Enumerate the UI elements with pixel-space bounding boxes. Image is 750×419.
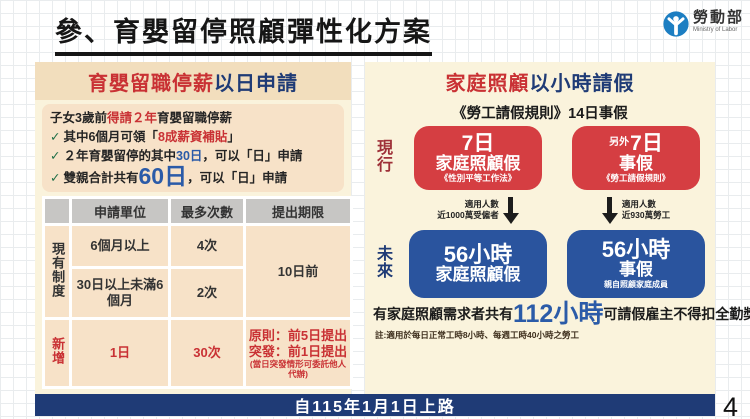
personal-leave-condition: 親自照顧家庭成員 — [604, 280, 668, 290]
bullet1-a: 其中6個月可領「 — [63, 129, 158, 144]
future-label: 未來 — [374, 244, 391, 279]
right-panel-header: 家庭照顧以小時請假 — [365, 62, 715, 100]
table-header-deadline: 提出期限 — [246, 199, 350, 224]
personal-leave-hours: 56小時 — [601, 237, 671, 263]
table-header-blank — [45, 199, 69, 224]
left-header-rest: 以日申請 — [214, 73, 298, 95]
table-header-unit: 申請單位 — [72, 199, 168, 224]
right-header-emphasis: 家庭照顧 — [445, 73, 530, 95]
cell-times: 30次 — [171, 320, 243, 387]
arrow-group-2: 適用人數 近930萬勞工 — [557, 190, 715, 230]
summary-hours: 112小時 — [513, 300, 604, 328]
bullet2-a: ２年育嬰留停的其中 — [63, 148, 176, 163]
family-care-law: 《性別平等工作法》 — [439, 173, 517, 184]
deadline-note: (當日突發情形可委託他人代辦) — [249, 359, 347, 379]
family-care-days: 7日 — [461, 131, 495, 155]
page-title: 參、育嬰留停照顧彈性化方案 — [55, 10, 432, 56]
down-arrow-icon — [502, 196, 519, 224]
table-header-times: 最多次數 — [171, 199, 243, 224]
intro-line-1: 子女3歲前得請２年育嬰留職停薪 — [50, 109, 336, 128]
cell-unit: 30日以上未滿6個月 — [72, 269, 168, 318]
bullet3-big-blue: 60日 — [138, 163, 188, 190]
right-panel-family-care: 家庭照顧以小時請假 《勞工請假規則》14日事假 現行 7日 家庭照顧假 《性別平… — [365, 62, 750, 394]
bullet1-red: 8成薪資補貼 — [157, 129, 228, 144]
ministry-name: 勞動部 — [692, 9, 744, 26]
ministry-logo-icon — [662, 10, 690, 43]
total-hours-summary: 有家庭照顧需求者共有112小時可請假雇主不得扣全勤獎金 — [365, 298, 750, 328]
bullet2-blue: 30日 — [176, 148, 203, 163]
personal-leave-prefix: 另外 — [609, 136, 630, 148]
arrow1-label: 適用人數 近1000萬受僱者 — [437, 199, 499, 220]
cell-times: 2次 — [171, 269, 243, 318]
cell-times: 4次 — [171, 226, 243, 267]
check-icon: ✓ — [50, 129, 61, 144]
down-arrow-icon — [601, 196, 618, 224]
intro-line1-c: 育嬰留職停薪 — [156, 111, 232, 125]
intro-line1-a: 子女3歲前 — [50, 111, 107, 125]
effective-date-bar: 自115年1月1日上路 — [35, 394, 715, 416]
intro-bullet-2: ✓ ２年育嬰留停的其中30日，可以「日」申請 — [50, 147, 336, 166]
family-care-hours: 56小時 — [443, 242, 513, 268]
intro-line1-red: 得請２年 — [106, 111, 157, 125]
summary-a: 有家庭照顧需求者共有 — [373, 306, 513, 322]
blue-box-personal-leave: 56小時 事假 親自照顧家庭成員 — [557, 230, 715, 298]
table-header-row: 申請單位 最多次數 提出期限 — [45, 199, 350, 224]
red-box-family-care: 7日 家庭照顧假 《性別平等工作法》 — [399, 126, 557, 190]
check-icon: ✓ — [50, 148, 61, 163]
arrow-group-1: 適用人數 近1000萬受僱者 — [399, 190, 557, 230]
left-header-emphasis: 育嬰留職停薪 — [88, 73, 214, 95]
ministry-logo: 勞動部 Ministry of Labor — [662, 10, 744, 43]
care-leave-flow: 現行 7日 家庭照顧假 《性別平等工作法》 另外7日 事假 《勞工請假規則》 適… — [365, 126, 715, 298]
arrow2-label: 適用人數 近930萬勞工 — [621, 199, 671, 220]
personal-leave-law: 《勞工請假規則》 — [601, 173, 670, 184]
group-label-existing: 現有制度 — [45, 226, 69, 318]
personal-leave-hours-name: 事假 — [619, 260, 653, 280]
right-subtitle: 《勞工請假規則》14日事假 — [452, 106, 628, 122]
family-care-name: 家庭照顧假 — [435, 153, 521, 173]
application-rules-table: 申請單位 最多次數 提出期限 現有制度 6個月以上 4次 10日前 30日以上未… — [42, 196, 353, 390]
ministry-logo-text: 勞動部 Ministry of Labor — [693, 10, 744, 33]
check-icon: ✓ — [50, 171, 61, 186]
deadline-sudden: 突發：前1日提出 — [248, 343, 348, 359]
blue-box-family-care: 56小時 家庭照顧假 — [399, 230, 557, 298]
bullet3-a: 雙親合計共有 — [63, 171, 139, 186]
bullet1-c: 」 — [227, 129, 240, 144]
deadline-rule: 原則：前5日提出 — [248, 327, 348, 343]
table-row: 現有制度 6個月以上 4次 10日前 — [45, 226, 350, 318]
family-care-hours-name: 家庭照顧假 — [435, 265, 521, 285]
group-label-new: 新增 — [45, 320, 69, 387]
applicability-note: 註:適用於每日正常工時8小時、每週工時40小時之勞工 — [375, 330, 580, 340]
effective-date-text: 自115年1月1日上路 — [294, 399, 456, 416]
left-panel-header: 育嬰留職停薪以日申請 — [35, 62, 351, 100]
current-label: 現行 — [374, 138, 391, 173]
left-panel-parental-leave: 育嬰留職停薪以日申請 子女3歲前得請２年育嬰留職停薪 ✓ 其中6個月可領「8成薪資… — [35, 62, 353, 394]
page-number: 4 — [722, 392, 738, 419]
personal-leave-days: 另外7日 — [609, 131, 663, 155]
intro-bullet-1: ✓ 其中6個月可領「8成薪資補貼」 — [50, 128, 336, 147]
cell-unit: 6個月以上 — [72, 226, 168, 267]
slide-title-wrap: 參、育嬰留停照顧彈性化方案 — [55, 10, 432, 56]
summary-c: 可請假雇主不得扣全勤獎金 — [603, 306, 750, 322]
personal-leave-name: 事假 — [619, 153, 653, 173]
bullet3-c: ，可以「日」申請 — [187, 171, 288, 186]
cell-deadline-existing: 10日前 — [246, 226, 350, 318]
bullet2-c: ，可以「日」申請 — [202, 148, 303, 163]
table-row: 30日以上未滿6個月 2次 — [45, 269, 350, 318]
red-box-personal-leave: 另外7日 事假 《勞工請假規則》 — [557, 126, 715, 190]
table-row-new: 新增 1日 30次 原則：前5日提出 突發：前1日提出 (當日突發情形可委託他人… — [45, 320, 350, 387]
ministry-name-en: Ministry of Labor — [692, 27, 738, 33]
cell-unit: 1日 — [72, 320, 168, 387]
left-intro-box: 子女3歲前得請２年育嬰留職停薪 ✓ 其中6個月可領「8成薪資補貼」 ✓ ２年育嬰留停… — [42, 104, 344, 193]
right-header-rest: 以小時請假 — [529, 73, 635, 95]
intro-bullet-3: ✓ 雙親合計共有60日，可以「日」申請 — [50, 165, 336, 188]
cell-deadline-new: 原則：前5日提出 突發：前1日提出 (當日突發情形可委託他人代辦) — [246, 320, 350, 387]
